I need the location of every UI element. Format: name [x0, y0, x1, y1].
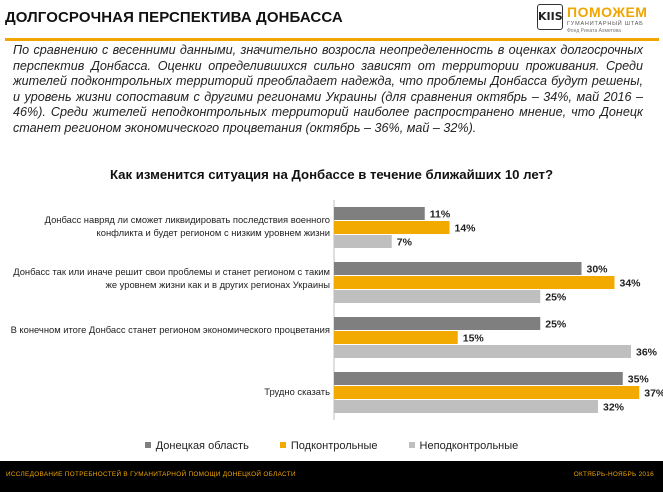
bar-label-2-0: 25% — [545, 319, 567, 331]
bar-0-1 — [334, 221, 450, 234]
bar-label-1-1: 34% — [620, 278, 642, 290]
legend-label-donetsk: Донецкая область — [155, 440, 249, 452]
bar-3-1 — [334, 386, 640, 399]
category-label-1: Донбасс так или иначе решит свои проблем… — [13, 266, 330, 290]
legend-label-controlled: Подконтрольные — [290, 440, 378, 452]
intro-paragraph: По сравнению с весенними данными, значит… — [13, 43, 643, 135]
chart-legend: Донецкая область Подконтрольные Неподкон… — [0, 440, 663, 452]
bar-label-2-2: 36% — [636, 347, 658, 359]
bar-label-0-2: 7% — [397, 237, 413, 249]
bar-label-0-1: 14% — [455, 223, 477, 235]
bar-3-0 — [334, 372, 623, 385]
bar-label-3-0: 35% — [628, 374, 650, 386]
bar-2-2 — [334, 345, 631, 358]
bar-1-1 — [334, 276, 615, 289]
legend-item-uncontrolled: Неподконтрольные — [408, 440, 519, 452]
legend-item-controlled: Подконтрольные — [279, 440, 378, 452]
logo-subtitle-2: Фонд Рината Ахметова — [567, 28, 621, 34]
legend-swatch-controlled — [279, 442, 286, 448]
header-divider — [5, 38, 659, 41]
legend-label-uncontrolled: Неподконтрольные — [419, 440, 519, 452]
bar-label-2-1: 15% — [463, 333, 485, 345]
bar-2-1 — [334, 331, 458, 344]
legend-swatch-uncontrolled — [408, 442, 415, 448]
footer-study-title: ИССЛЕДОВАНИЕ ПОТРЕБНОСТЕЙ В ГУМАНИТАРНОЙ… — [6, 471, 296, 478]
footer-bar: ИССЛЕДОВАНИЕ ПОТРЕБНОСТЕЙ В ГУМАНИТАРНОЙ… — [0, 461, 663, 492]
bar-label-1-2: 25% — [545, 292, 567, 304]
bar-label-3-2: 32% — [603, 402, 625, 414]
kiis-logo-mark: KIIS — [537, 4, 563, 30]
legend-swatch-donetsk — [144, 442, 151, 448]
footer-date: ОКТЯБРЬ-НОЯБРЬ 2016 — [573, 471, 654, 478]
category-label-0: Донбасс навряд ли сможет ликвидировать п… — [44, 214, 330, 238]
logo-subtitle: ГУМАНИТАРНЫЙ ШТАБ — [567, 21, 644, 27]
bar-0-0 — [334, 207, 425, 220]
category-label-2: В конечном итоге Донбасс станет регионом… — [10, 324, 330, 335]
bar-label-0-0: 11% — [430, 209, 451, 221]
bar-label-3-1: 37% — [644, 388, 663, 400]
bar-2-0 — [334, 317, 541, 330]
bar-1-0 — [334, 262, 582, 275]
slide-header: ДОЛГОСРОЧНАЯ ПЕРСПЕКТИВА ДОНБАССА KIIS П… — [0, 0, 663, 38]
logo-name: ПОМОЖЕМ — [567, 4, 648, 20]
legend-item-donetsk: Донецкая область — [144, 440, 249, 452]
bar-0-2 — [334, 235, 392, 248]
logo: KIIS ПОМОЖЕМ ГУМАНИТАРНЫЙ ШТАБ Фонд Рина… — [537, 4, 661, 34]
bar-label-1-0: 30% — [587, 264, 609, 276]
bar-1-2 — [334, 290, 541, 303]
category-label-3: Трудно сказать — [264, 386, 330, 397]
page-title: ДОЛГОСРОЧНАЯ ПЕРСПЕКТИВА ДОНБАССА — [5, 9, 343, 26]
bar-3-2 — [334, 400, 598, 413]
chart-title: Как изменится ситуация на Донбассе в теч… — [109, 167, 554, 182]
